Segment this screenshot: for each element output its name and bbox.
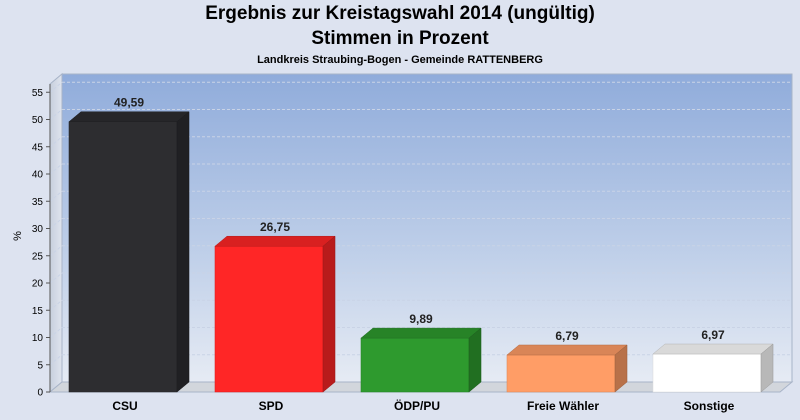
bar — [214, 245, 324, 393]
gridline-side — [49, 272, 63, 284]
chart-location-subtitle: Landkreis Straubing-Bogen - Gemeinde RAT… — [257, 54, 543, 66]
y-axis: 0 5 10 15 20 25 30 35 40 45 50 55% — [12, 84, 51, 399]
data-label: 26,75 — [260, 220, 290, 234]
y-tick-label: 35 — [32, 197, 44, 208]
x-tick-label: SPD — [259, 399, 284, 413]
gridline-side — [49, 327, 63, 338]
gridline-side — [49, 299, 63, 311]
bar-side — [614, 344, 628, 393]
bar — [506, 354, 616, 393]
y-tick-label: 45 — [32, 142, 44, 153]
y-tick-label: 10 — [32, 333, 44, 344]
y-tick-label: 30 — [32, 224, 44, 235]
data-label: 6,97 — [701, 328, 725, 342]
y-tick-label: 55 — [32, 88, 44, 99]
bar-top — [652, 343, 774, 355]
x-tick-label: Freie Wähler — [527, 399, 599, 413]
y-tick-label: 25 — [32, 251, 44, 262]
bar-side — [322, 235, 336, 393]
bars — [68, 111, 774, 393]
bar — [652, 353, 762, 393]
x-tick-label: CSU — [112, 399, 137, 413]
y-tick-label: 5 — [37, 360, 43, 371]
gridline-side — [49, 109, 63, 120]
y-tick-label: 15 — [32, 306, 44, 317]
chart-subtitle: Stimmen in Prozent — [311, 28, 489, 49]
x-tick-label: Sonstige — [684, 399, 735, 413]
bar-side — [176, 111, 190, 393]
bar-side — [468, 327, 482, 393]
y-tick-label: 0 — [37, 388, 43, 399]
y-tick-label: 50 — [32, 115, 44, 126]
gridline-side — [49, 218, 63, 229]
gridline-side — [49, 190, 63, 202]
y-axis-title: % — [12, 231, 24, 241]
bar-side — [760, 343, 774, 393]
bar — [68, 121, 178, 393]
gridline-side — [49, 81, 63, 93]
plot-side-wall — [49, 72, 63, 394]
data-label: 6,79 — [555, 329, 579, 343]
data-label: 9,89 — [409, 312, 433, 326]
bar-top — [360, 327, 482, 339]
x-tick-label: ÖDP/PU — [394, 398, 440, 413]
gridline-side — [49, 163, 63, 175]
chart-title: Ergebnis zur Kreistagswahl 2014 (ungülti… — [205, 3, 595, 24]
gridline-side — [49, 136, 63, 148]
bar-top — [506, 344, 628, 356]
bar-top — [68, 111, 190, 122]
gridline-side — [49, 354, 63, 366]
y-tick-label: 20 — [32, 279, 44, 290]
bar — [360, 337, 470, 393]
labels: 49,59 CSU 26,75 SPD 9,89 ÖDP/PU 6,79 Freie Wähl… — [112, 96, 734, 413]
bar-top — [214, 235, 336, 247]
y-tick-label: 40 — [32, 170, 44, 181]
gridline-side — [49, 245, 63, 257]
data-label: 49,59 — [114, 96, 144, 110]
